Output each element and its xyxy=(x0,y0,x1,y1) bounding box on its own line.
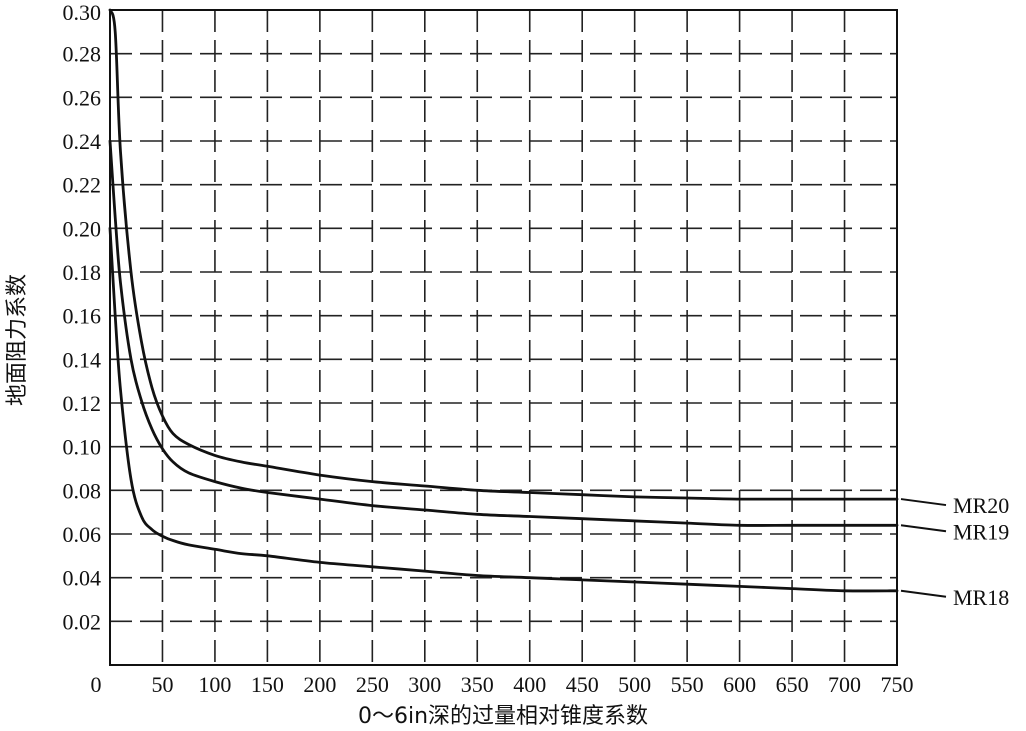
x-tick-label: 550 xyxy=(671,672,704,697)
gridlines xyxy=(110,10,897,665)
x-tick-label: 350 xyxy=(461,672,494,697)
series-line-mr18 xyxy=(108,226,899,593)
series-leader-mr18 xyxy=(900,589,947,598)
x-tick-label: 200 xyxy=(303,672,336,697)
series-leader-mr19 xyxy=(900,524,947,533)
x-tick-label: 0 xyxy=(91,672,102,697)
x-tick-labels: 0 50 100 150 200 250 300 350 400 450 500 550 600 650 7… xyxy=(91,672,914,697)
y-tick-label: 0.10 xyxy=(63,435,102,460)
series-line-mr19 xyxy=(108,139,899,527)
y-tick-label: 0.28 xyxy=(63,42,102,67)
x-tick-label: 600 xyxy=(723,672,756,697)
series-lines xyxy=(108,8,899,593)
series-leader-mr20 xyxy=(900,498,947,507)
y-tick-label: 0.12 xyxy=(63,391,102,416)
y-tick-label: 0.08 xyxy=(63,478,102,503)
y-tick-label: 0.18 xyxy=(63,260,102,285)
y-tick-label: 0.06 xyxy=(63,522,102,547)
y-tick-label: 0.30 xyxy=(63,0,102,25)
y-tick-label: 0.16 xyxy=(63,304,102,329)
y-tick-label: 0.14 xyxy=(63,347,102,372)
x-tick-label: 300 xyxy=(408,672,441,697)
x-tick-label: 700 xyxy=(828,672,861,697)
x-tick-label: 50 xyxy=(151,672,173,697)
y-axis-title: 地面阻力系数 xyxy=(5,274,30,406)
x-tick-label: 500 xyxy=(618,672,651,697)
y-tick-label: 0.22 xyxy=(63,173,102,198)
series-label-mr19: MR19 xyxy=(953,519,1009,544)
series-label-mr18: MR18 xyxy=(953,585,1009,610)
x-tick-label: 250 xyxy=(356,672,389,697)
plot-frame xyxy=(109,9,898,666)
y-tick-label: 0.20 xyxy=(63,216,102,241)
x-tick-label: 750 xyxy=(881,672,914,697)
x-tick-label: 400 xyxy=(513,672,546,697)
x-tick-label: 150 xyxy=(251,672,284,697)
y-tick-labels: 0.02 0.04 0.06 0.08 0.10 0.12 0.14 0.16 0.18 0.20… xyxy=(63,0,102,634)
y-tick-label: 0.26 xyxy=(63,85,102,110)
series-line-mr20 xyxy=(108,8,899,501)
series-label-mr20: MR20 xyxy=(953,493,1009,518)
x-tick-label: 450 xyxy=(566,672,599,697)
y-tick-label: 0.24 xyxy=(63,129,102,154)
x-tick-label: 650 xyxy=(776,672,809,697)
y-tick-label: 0.02 xyxy=(63,609,102,634)
y-tick-label: 0.04 xyxy=(63,566,102,591)
x-axis-title: 0～6in深的过量相对锥度系数 xyxy=(358,704,648,729)
x-tick-label: 100 xyxy=(198,672,231,697)
